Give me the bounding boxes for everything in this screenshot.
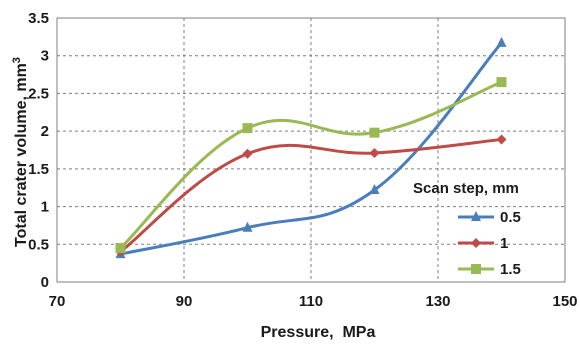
legend-label-1.5: 1.5 bbox=[500, 261, 521, 278]
x-tick-label: 150 bbox=[552, 293, 577, 310]
data-point-0.5 bbox=[369, 183, 380, 194]
legend-label-0.5: 0.5 bbox=[500, 209, 521, 226]
y-axis-title-superscript: 3 bbox=[11, 57, 23, 63]
gridlines bbox=[57, 18, 565, 282]
y-tick-label: 1.5 bbox=[28, 161, 49, 178]
data-point-1 bbox=[369, 148, 380, 159]
data-point-1 bbox=[496, 134, 507, 145]
y-axis-tick-labels: 0 0.5 1 1.5 2 2.5 3 3.5 bbox=[28, 10, 49, 291]
legend-marker-1.5 bbox=[471, 264, 481, 274]
y-tick-label: 2 bbox=[41, 123, 49, 140]
legend-label-1: 1 bbox=[500, 235, 508, 252]
data-point-0.5 bbox=[496, 36, 507, 47]
y-tick-label: 0 bbox=[41, 274, 49, 291]
y-axis-title-text: Total crater volume, mm bbox=[13, 63, 30, 247]
series-lines bbox=[119, 41, 503, 256]
data-point-0.5 bbox=[242, 221, 253, 232]
x-axis-tick-labels: 70 90 110 130 150 bbox=[49, 293, 578, 310]
data-point-1.5 bbox=[369, 127, 380, 138]
x-axis-title: Pressure, MPa bbox=[261, 324, 376, 341]
legend-marker-0.5 bbox=[471, 211, 481, 221]
series-line-1 bbox=[119, 137, 503, 254]
data-point-1 bbox=[242, 148, 253, 159]
legend: Scan step, mm 0.5 1 1.5 bbox=[413, 180, 521, 278]
data-point-1.5 bbox=[496, 77, 507, 88]
y-tick-label: 0.5 bbox=[28, 236, 49, 253]
series-markers bbox=[115, 36, 507, 259]
x-tick-label: 70 bbox=[49, 293, 66, 310]
plot-area-frame bbox=[56, 17, 566, 283]
legend-title: Scan step, mm bbox=[413, 180, 519, 197]
x-tick-label: 130 bbox=[425, 293, 450, 310]
series-line-1.5 bbox=[119, 80, 503, 250]
y-tick-label: 1 bbox=[41, 199, 49, 216]
y-tick-label: 2.5 bbox=[28, 85, 49, 102]
y-tick-label: 3.5 bbox=[28, 10, 49, 27]
y-axis-title: Total crater volume, mm3 bbox=[11, 57, 30, 247]
data-point-1.5 bbox=[115, 243, 126, 254]
x-tick-label: 110 bbox=[299, 293, 323, 310]
y-tick-label: 3 bbox=[41, 48, 49, 65]
data-point-1.5 bbox=[242, 123, 253, 134]
legend-marker-1 bbox=[471, 238, 481, 248]
x-tick-label: 90 bbox=[176, 293, 193, 310]
